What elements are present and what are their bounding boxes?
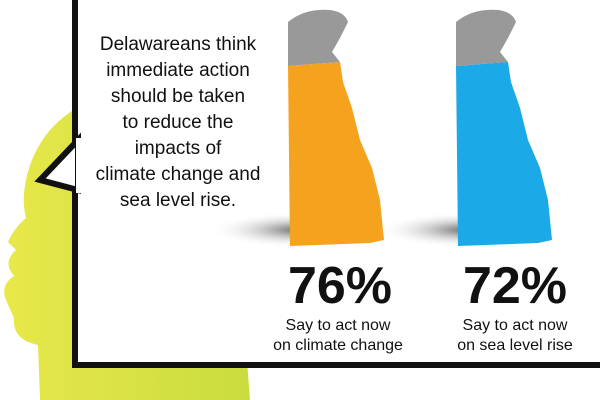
statement-line: sea level rise. [120,190,236,211]
map-body [456,62,552,246]
statement-line: should be taken [111,86,245,107]
statement-line: to reduce the [123,112,234,133]
statement-line: Delawareans think [100,34,257,55]
caption: on sea level rise [457,337,573,354]
caption: Say to act now [463,317,568,334]
percent: 76% [288,257,392,315]
statement: Delawareans think immediate action shoul… [96,34,261,211]
map-top [456,9,516,66]
statement-line: immediate action [106,60,250,81]
map-body [288,62,384,246]
statement-line: climate change and [96,164,261,185]
statement-line: impacts of [135,138,222,159]
caption: Say to act now [286,317,391,334]
percent: 72% [463,257,567,315]
caption: on climate change [273,337,403,354]
map-top [288,9,348,66]
state-map-blue [378,9,558,248]
pointer-gap [76,138,82,193]
state-map-orange [210,9,390,248]
